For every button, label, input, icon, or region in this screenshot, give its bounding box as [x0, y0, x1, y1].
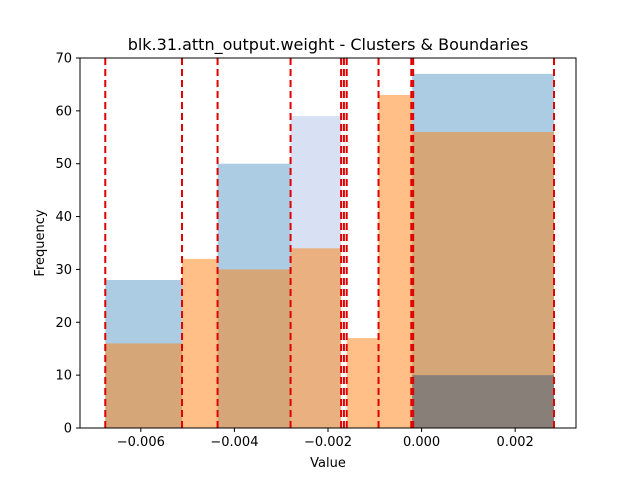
- chart-title: blk.31.attn_output.weight - Clusters & B…: [128, 35, 529, 55]
- histogram-bar: [105, 343, 183, 428]
- histogram-bar: [290, 248, 342, 428]
- y-axis-label: Frequency: [33, 209, 48, 276]
- histogram-bar: [182, 258, 218, 428]
- y-tick-label: 20: [55, 316, 72, 331]
- histogram-bar: [346, 338, 379, 428]
- boundaries-layer: [104, 58, 556, 428]
- y-tick-label: 60: [55, 104, 72, 119]
- y-tick-label: 40: [55, 210, 72, 225]
- y-tick-label: 0: [64, 422, 72, 437]
- histogram-bar: [412, 375, 555, 428]
- x-tick-label: −0.002: [304, 435, 352, 450]
- y-tick-label: 50: [55, 157, 72, 172]
- x-tick-label: −0.006: [117, 435, 165, 450]
- y-tick-label: 30: [55, 263, 72, 278]
- histogram-bar: [217, 269, 291, 428]
- y-tick-label: 10: [55, 369, 72, 384]
- x-tick-label: 0.000: [403, 435, 440, 450]
- bars-layer: [105, 73, 555, 429]
- x-tick-label: 0.002: [497, 435, 534, 450]
- y-tick-label: 70: [55, 52, 72, 67]
- histogram-bar: [378, 95, 413, 428]
- y-axis: 0 10 20 30 40 50 60 70: [55, 52, 80, 437]
- x-axis-label: Value: [310, 456, 346, 471]
- x-axis: −0.006 −0.004 −0.002 0.000 0.002: [117, 428, 534, 450]
- x-tick-label: −0.004: [210, 435, 258, 450]
